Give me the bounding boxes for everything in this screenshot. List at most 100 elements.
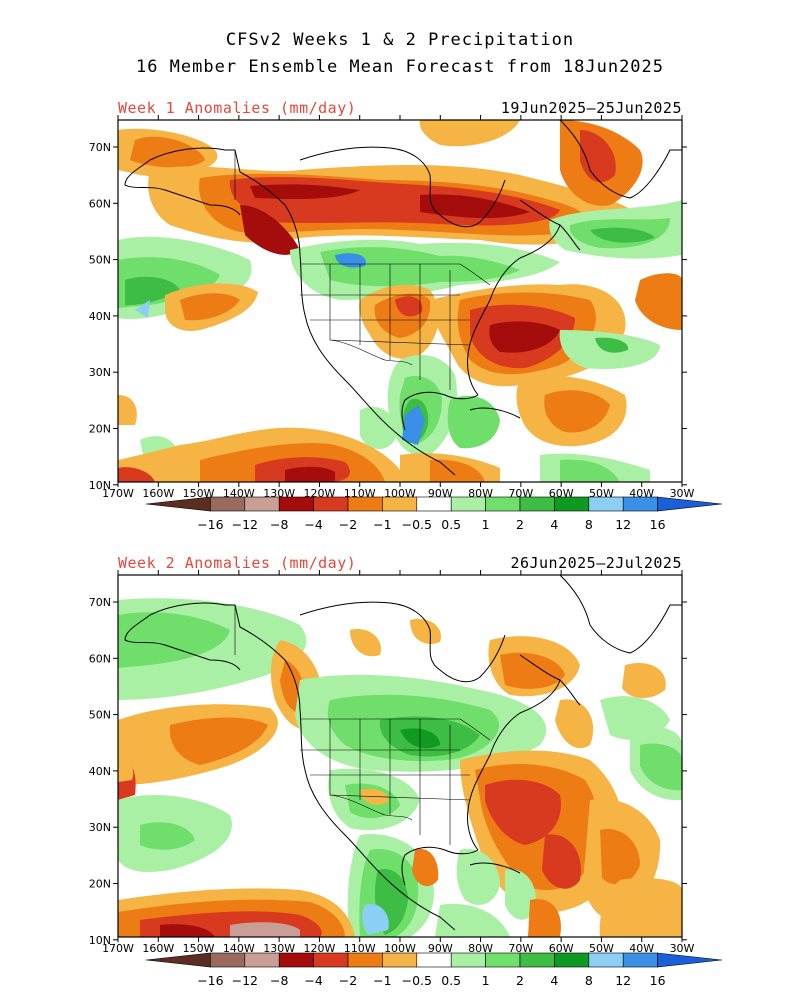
- lon-label: 30W: [670, 487, 695, 500]
- colorbar-swatch: [450, 952, 486, 968]
- colorbar-swatch: [278, 496, 314, 512]
- coastline: [124, 614, 241, 671]
- colorbar-swatch: [382, 952, 418, 968]
- lat-label: 30N: [89, 366, 111, 379]
- colorbar-swatch: [145, 952, 211, 968]
- lat-label: 50N: [89, 709, 111, 722]
- week1-coastlines: [124, 119, 682, 476]
- colorbar-swatch: [313, 496, 349, 512]
- coastline: [519, 199, 581, 251]
- lon-label: 30W: [670, 942, 695, 955]
- colorbar-swatch: [657, 496, 723, 512]
- lon-label: 110W: [344, 942, 376, 955]
- border-line: [300, 294, 471, 346]
- lat-label: 40N: [89, 310, 111, 323]
- colorbar-swatch: [588, 952, 624, 968]
- coastline: [467, 224, 561, 396]
- lat-label: 70N: [89, 596, 111, 609]
- colorbars: −16 −12 −8 −4 −2 −1 −0.5 0.5 1 2 4 8 12 16−16 −12 −8 −4−…: [145, 496, 723, 988]
- colorbar-swatch: [657, 952, 723, 968]
- colorbar-swatch: [622, 952, 658, 968]
- lat-label: 60N: [89, 197, 111, 210]
- colorbar-swatch: [554, 952, 590, 968]
- colorbar-label: 8: [585, 517, 593, 532]
- lon-label: 40W: [629, 942, 654, 955]
- coastline: [124, 159, 241, 216]
- colorbar-label: −12: [232, 517, 258, 532]
- border-line: [300, 263, 491, 286]
- border-line: [300, 718, 491, 741]
- colorbar-swatch: [416, 496, 452, 512]
- lon-label: 160W: [142, 487, 174, 500]
- colorbar-label: 0.5: [441, 973, 461, 988]
- colorbar-label: −2: [339, 517, 357, 532]
- lon-label: 140W: [223, 942, 255, 955]
- lat-label: 20N: [89, 878, 111, 891]
- coastline: [559, 574, 682, 654]
- coastline: [469, 407, 521, 419]
- colorbar-label: −16: [197, 517, 223, 532]
- border-line: [329, 264, 451, 390]
- coastline: [149, 602, 456, 931]
- border-line: [329, 719, 451, 845]
- lon-label: 150W: [183, 487, 215, 500]
- coastline: [401, 846, 479, 886]
- colorbar-swatch: [519, 952, 555, 968]
- lon-label: 70W: [508, 942, 533, 955]
- colorbar-swatch: [485, 952, 521, 968]
- colorbar-label: −12: [232, 973, 258, 988]
- colorbar-label: 8: [585, 973, 593, 988]
- colorbar-label: −8: [270, 973, 288, 988]
- lat-label: 20N: [89, 423, 111, 436]
- lon-label: 130W: [263, 942, 295, 955]
- week2-dates: 26Jun2025–2Jul2025: [510, 554, 682, 572]
- coastline: [519, 654, 581, 706]
- colorbar-label: 1: [482, 973, 490, 988]
- colorbar-label: −16: [197, 973, 223, 988]
- coastline: [559, 119, 682, 199]
- colorbar-swatch: [278, 952, 314, 968]
- colorbar-swatch: [450, 496, 486, 512]
- colorbar-label: −1: [373, 973, 391, 988]
- lon-label: 80W: [468, 942, 493, 955]
- lat-label: 50N: [89, 254, 111, 267]
- colorbar-label: 0.5: [441, 517, 461, 532]
- lon-label: 150W: [183, 942, 215, 955]
- lat-label: 40N: [89, 765, 111, 778]
- colorbar-swatch: [347, 952, 383, 968]
- colorbar-swatch: [622, 496, 658, 512]
- colorbar-label: 16: [650, 973, 666, 988]
- colorbar-label: −4: [304, 517, 322, 532]
- colorbar-label: 2: [516, 517, 524, 532]
- colorbar-label: −1: [373, 517, 391, 532]
- coastline: [469, 862, 521, 874]
- coastline: [467, 679, 561, 851]
- colorbar-label: 12: [615, 973, 631, 988]
- lat-label: 10N: [89, 479, 111, 492]
- colorbar-label: 4: [550, 973, 558, 988]
- colorbar-swatch: [416, 952, 452, 968]
- colorbar-label: 1: [482, 517, 490, 532]
- lon-label: 100W: [384, 942, 416, 955]
- colorbar-label: 2: [516, 973, 524, 988]
- colorbar-swatch: [210, 952, 246, 968]
- coastline: [299, 601, 506, 683]
- lon-label: 170W: [102, 942, 134, 955]
- colorbar-swatch: [244, 496, 280, 512]
- colorbar-swatch: [313, 952, 349, 968]
- colorbar-label: 16: [650, 517, 666, 532]
- lat-label: 10N: [89, 934, 111, 947]
- title-line-1: CFSv2 Weeks 1 & 2 Precipitation: [225, 30, 575, 50]
- colorbar-label: −0.5: [402, 973, 432, 988]
- colorbar-label: 12: [615, 517, 631, 532]
- colorbar-swatch: [554, 496, 590, 512]
- colorbar-swatch: [244, 952, 280, 968]
- week2-coastlines: [124, 574, 682, 931]
- colorbar-swatch: [382, 496, 418, 512]
- colorbar-label: −2: [339, 973, 357, 988]
- coastline: [401, 391, 479, 431]
- lon-label: 120W: [303, 942, 335, 955]
- week1-label: Week 1 Anomalies (mm/day): [118, 99, 357, 117]
- title-line-2: 16 Member Ensemble Mean Forecast from 18…: [135, 57, 665, 77]
